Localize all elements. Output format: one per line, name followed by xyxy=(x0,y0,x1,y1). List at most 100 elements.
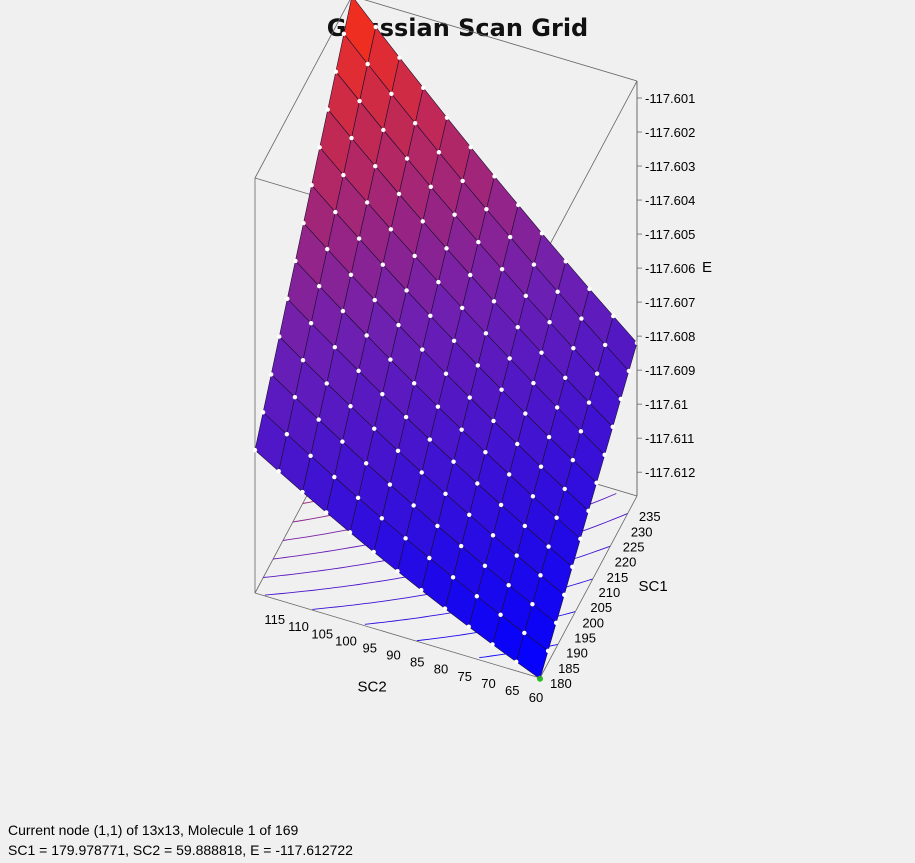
grid-node xyxy=(387,482,393,487)
y-tick-label: 210 xyxy=(599,585,621,600)
grid-node xyxy=(475,481,480,486)
x-tick-label: 65 xyxy=(505,683,519,698)
x-tick-label: 105 xyxy=(311,626,333,641)
grid-node xyxy=(260,410,266,415)
status-coordinates: SC1 = 179.978771, SC2 = 59.888818, E = -… xyxy=(8,842,353,858)
grid-node xyxy=(602,342,608,348)
grid-node xyxy=(571,345,576,351)
z-tick-label: -117.602 xyxy=(645,125,695,140)
grid-node xyxy=(333,209,338,215)
grid-node xyxy=(380,391,385,397)
grid-node xyxy=(451,459,456,464)
grid-node xyxy=(332,345,338,350)
y-tick-label: 230 xyxy=(631,524,653,539)
y-tick-label: 195 xyxy=(574,631,596,646)
grid-node xyxy=(570,457,576,463)
grid-node xyxy=(506,472,512,477)
grid-node xyxy=(436,279,441,285)
grid-node xyxy=(348,404,353,409)
grid-node xyxy=(348,272,354,278)
grid-node xyxy=(428,184,434,190)
grid-node xyxy=(316,283,322,289)
grid-node xyxy=(562,592,567,597)
grid-node xyxy=(539,231,545,236)
grid-node xyxy=(516,202,521,208)
grid-node xyxy=(602,452,607,458)
grid-node xyxy=(317,145,322,150)
grid-node xyxy=(546,544,551,549)
grid-node xyxy=(450,575,456,580)
x-tick-label: 110 xyxy=(288,619,309,634)
grid-node xyxy=(563,375,568,380)
grid-node xyxy=(467,512,472,517)
grid-node xyxy=(349,135,354,141)
grid-node xyxy=(356,368,361,374)
grid-node xyxy=(363,461,369,466)
z-tick-label: -117.607 xyxy=(645,295,695,310)
grid-node xyxy=(514,553,519,558)
grid-node xyxy=(396,322,401,328)
x-tick-label: 60 xyxy=(529,690,543,705)
grid-node xyxy=(293,258,298,264)
grid-node xyxy=(444,115,450,120)
x-axis-label: SC2 xyxy=(358,679,387,696)
grid-node xyxy=(611,313,616,319)
grid-node xyxy=(531,262,537,267)
grid-node xyxy=(435,404,441,409)
z-tick-label: -117.601 xyxy=(645,91,695,106)
grid-node xyxy=(507,356,512,361)
grid-node xyxy=(482,563,488,568)
grid-node xyxy=(553,620,559,625)
grid-node xyxy=(578,429,584,434)
grid-node xyxy=(285,296,290,301)
grid-node xyxy=(341,31,347,37)
grid-node xyxy=(522,630,527,636)
grid-node xyxy=(403,536,408,541)
grid-node xyxy=(506,582,511,588)
x-tick-label: 75 xyxy=(458,669,472,684)
grid-node xyxy=(396,191,402,197)
y-axis-label: SC1 xyxy=(639,578,668,595)
grid-node xyxy=(388,357,393,362)
y-tick-label: 180 xyxy=(550,676,572,691)
grid-node xyxy=(300,489,305,495)
grid-node xyxy=(444,246,449,251)
z-tick-label: -117.612 xyxy=(645,465,695,480)
current-node-marker xyxy=(537,675,543,682)
grid-node xyxy=(316,417,321,422)
grid-node xyxy=(483,331,489,336)
grid-node xyxy=(499,266,505,272)
grid-node xyxy=(466,624,471,629)
grid-node xyxy=(515,324,520,330)
grid-node xyxy=(292,395,298,400)
y-tick-label: 205 xyxy=(590,600,612,615)
grid-node xyxy=(460,178,465,184)
grid-node xyxy=(562,486,567,492)
y-axis-line xyxy=(539,495,638,679)
grid-node xyxy=(324,510,329,515)
grid-node xyxy=(332,474,337,480)
grid-node xyxy=(467,395,472,400)
grid-node xyxy=(373,164,378,169)
grid-node xyxy=(419,470,424,475)
grid-node xyxy=(325,107,330,112)
grid-node xyxy=(364,333,369,338)
grid-node xyxy=(484,206,489,212)
grid-node xyxy=(436,150,442,155)
grid-node xyxy=(546,434,552,440)
grid-node xyxy=(421,85,426,91)
grid-node xyxy=(475,363,481,368)
grid-node xyxy=(419,587,424,593)
grid-node xyxy=(340,308,346,314)
y-tick-label: 225 xyxy=(623,540,645,555)
grid-node xyxy=(490,533,496,538)
grid-node xyxy=(474,594,480,599)
grid-node xyxy=(420,347,425,352)
x-axis-line xyxy=(254,592,541,679)
grid-node xyxy=(355,495,361,501)
y-tick-label: 235 xyxy=(639,509,661,524)
grid-node xyxy=(427,555,432,561)
z-tick-label: -117.606 xyxy=(645,261,695,276)
grid-node xyxy=(411,381,417,386)
